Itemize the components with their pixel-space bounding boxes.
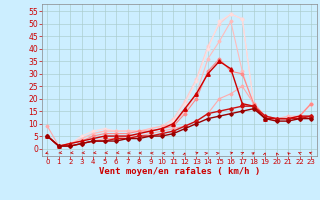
X-axis label: Vent moyen/en rafales ( km/h ): Vent moyen/en rafales ( km/h ) xyxy=(99,167,260,176)
